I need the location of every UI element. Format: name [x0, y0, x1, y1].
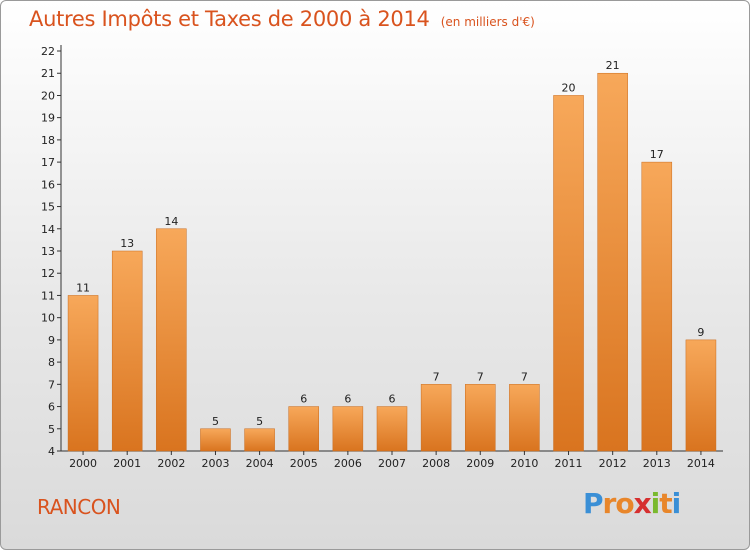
y-tick-label: 16 — [41, 178, 55, 191]
y-tick-label: 10 — [41, 312, 55, 325]
x-tick-label-2000: 2000 — [69, 457, 97, 470]
bar-2009 — [465, 384, 496, 452]
bar-2003 — [200, 428, 231, 452]
data-label-2005: 6 — [300, 393, 307, 406]
x-tick-label-2002: 2002 — [157, 457, 185, 470]
bar-2000 — [67, 295, 99, 452]
data-label-2009: 7 — [477, 370, 484, 383]
brand-logo: Proxiti — [583, 487, 682, 520]
bar-2002 — [156, 228, 187, 452]
y-tick-label: 21 — [41, 67, 55, 80]
y-tick-label: 14 — [41, 223, 55, 236]
bar-2001 — [111, 250, 143, 452]
data-label-2000: 11 — [76, 281, 90, 294]
brand-letter: o — [615, 487, 634, 520]
bar-2011 — [553, 95, 584, 452]
x-tick-label-2012: 2012 — [599, 457, 627, 470]
x-tick-label-2014: 2014 — [687, 457, 715, 470]
chart-subtitle: (en milliers d'€) — [440, 15, 535, 29]
brand-letter: r — [602, 487, 617, 520]
bar-2010 — [509, 384, 540, 452]
data-label-2007: 6 — [389, 393, 396, 406]
brand-letter: x — [633, 487, 652, 520]
data-label-2001: 13 — [120, 237, 134, 250]
y-tick-label: 4 — [48, 445, 55, 458]
data-label-2002: 14 — [164, 215, 178, 228]
brand-letter: i — [671, 487, 682, 520]
data-label-2013: 17 — [650, 148, 664, 161]
data-label-2006: 6 — [344, 393, 351, 406]
data-label-2003: 5 — [212, 415, 219, 428]
y-tick-label: 17 — [41, 156, 55, 169]
brand-letter: t — [659, 487, 672, 520]
bar-2008 — [420, 384, 452, 452]
data-label-2014: 9 — [697, 326, 704, 339]
commune-name: RANCON — [37, 495, 121, 519]
y-tick-label: 7 — [48, 378, 55, 391]
x-tick-label-2010: 2010 — [510, 457, 538, 470]
y-tick-label: 6 — [48, 401, 55, 414]
data-label-2004: 5 — [256, 415, 263, 428]
y-tick-label: 22 — [41, 45, 55, 58]
x-tick-label-2009: 2009 — [466, 457, 494, 470]
bar-2006 — [332, 406, 364, 452]
x-tick-label-2004: 2004 — [246, 457, 274, 470]
x-tick-label-2006: 2006 — [334, 457, 362, 470]
x-tick-label-2008: 2008 — [422, 457, 450, 470]
bar-2012 — [597, 72, 628, 452]
data-label-2010: 7 — [521, 370, 528, 383]
data-label-2012: 21 — [606, 59, 620, 72]
brand-letter: i — [650, 487, 661, 520]
x-tick-label-2007: 2007 — [378, 457, 406, 470]
y-tick-label: 15 — [41, 201, 55, 214]
bar-2013 — [641, 161, 673, 452]
x-tick-label-2003: 2003 — [201, 457, 229, 470]
y-tick-label: 12 — [41, 267, 55, 280]
brand-letter: P — [583, 487, 604, 520]
title-row: Autres Impôts et Taxes de 2000 à 2014 (e… — [29, 7, 535, 31]
y-tick-label: 13 — [41, 245, 55, 258]
x-tick-label-2011: 2011 — [555, 457, 583, 470]
y-tick-label: 8 — [48, 356, 55, 369]
y-tick-label: 19 — [41, 112, 55, 125]
bar-2014 — [685, 339, 717, 452]
x-tick-label-2001: 2001 — [113, 457, 141, 470]
bar-2004 — [244, 428, 275, 452]
x-tick-label-2013: 2013 — [643, 457, 671, 470]
y-tick-label: 9 — [48, 334, 55, 347]
y-tick-label: 18 — [41, 134, 55, 147]
chart-title: Autres Impôts et Taxes de 2000 à 2014 — [29, 7, 430, 31]
data-label-2011: 20 — [562, 81, 576, 94]
data-label-2008: 7 — [433, 370, 440, 383]
x-tick-label-2005: 2005 — [290, 457, 318, 470]
bar-2005 — [288, 406, 319, 452]
y-tick-label: 11 — [41, 289, 55, 302]
y-tick-label: 5 — [48, 423, 55, 436]
bar-2007 — [376, 406, 408, 452]
y-tick-label: 20 — [41, 89, 55, 102]
